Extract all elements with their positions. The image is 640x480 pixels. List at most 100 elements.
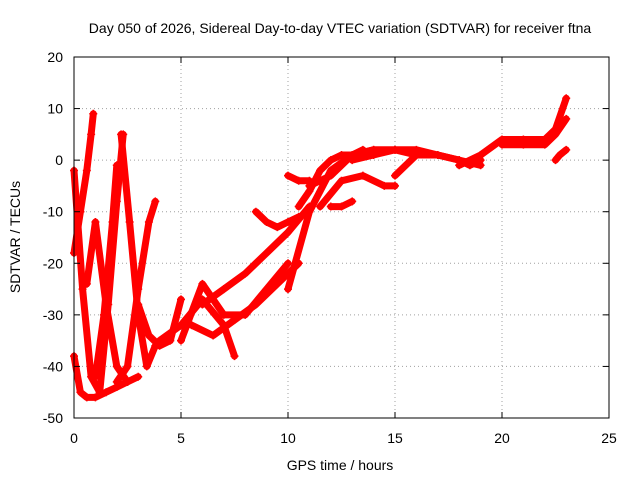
data-point-marker <box>198 300 207 309</box>
x-tick-label: 5 <box>177 430 185 446</box>
series-satellite-track-19 <box>326 197 357 211</box>
series-satellite-track-10 <box>177 259 292 345</box>
data-point-marker <box>519 140 528 149</box>
data-point-marker <box>251 207 260 216</box>
data-point-marker <box>99 310 108 319</box>
data-point-marker <box>358 171 367 180</box>
data-point-marker <box>337 176 346 185</box>
data-point-marker <box>82 279 91 288</box>
data-point-marker <box>123 362 132 371</box>
data-point-marker <box>391 145 399 154</box>
data-point-marker <box>151 197 160 206</box>
data-point-marker <box>134 285 143 294</box>
y-tick-label: -50 <box>43 410 63 426</box>
data-point-marker <box>391 171 399 180</box>
data-point-marker <box>144 218 153 227</box>
data-point-marker <box>562 94 571 103</box>
y-tick-label: -40 <box>43 358 63 374</box>
data-point-marker <box>230 352 239 361</box>
data-point-marker <box>380 181 389 190</box>
data-point-marker <box>144 331 153 340</box>
data-point-marker <box>87 130 96 139</box>
y-tick-label: -30 <box>43 307 63 323</box>
data-point-marker <box>91 372 100 381</box>
data-point-marker <box>455 161 464 170</box>
data-point-marker <box>294 202 303 211</box>
data-point-marker <box>273 279 282 288</box>
data-point-marker <box>241 269 250 278</box>
data-point-marker <box>326 156 335 165</box>
data-point-marker <box>177 295 185 304</box>
data-point-marker <box>551 156 560 165</box>
series-satellite-track-23 <box>498 114 571 149</box>
data-point-marker <box>108 218 117 227</box>
data-point-marker <box>273 223 282 232</box>
x-tick-label: 0 <box>70 430 78 446</box>
series-satellite-track-5 <box>91 161 121 381</box>
data-point-marker <box>540 140 549 149</box>
x-tick-label: 25 <box>601 430 617 446</box>
data-point-marker <box>155 336 164 345</box>
data-point-marker <box>498 140 506 149</box>
y-tick-label: -10 <box>43 204 63 220</box>
y-axis-label: SDTVAR / TECUs <box>7 181 23 293</box>
x-tick-label: 10 <box>280 430 296 446</box>
series-satellite-track-11 <box>187 259 303 340</box>
data-point-marker <box>326 171 335 180</box>
x-tick-label: 15 <box>387 430 403 446</box>
y-tick-label: 20 <box>47 49 63 65</box>
data-point-marker <box>294 176 303 185</box>
series-trace <box>391 151 485 180</box>
data-point-marker <box>78 285 87 294</box>
data-point-marker <box>305 181 314 190</box>
data-point-marker <box>284 259 292 268</box>
data-point-marker <box>209 331 218 340</box>
data-point-marker <box>76 388 85 397</box>
data-point-marker <box>284 285 292 294</box>
series-satellite-track-18 <box>316 171 399 211</box>
data-point-marker <box>562 145 571 154</box>
series-trace <box>188 259 303 339</box>
grid <box>74 57 609 418</box>
axis-ticks <box>73 56 610 419</box>
x-tick-label: 20 <box>494 430 510 446</box>
series-trace <box>83 218 142 386</box>
data-series <box>70 94 571 402</box>
data-point-marker <box>82 393 91 402</box>
data-point-marker <box>369 150 378 159</box>
plot-frame <box>73 56 610 419</box>
chart-title: Day 050 of 2026, Sidereal Day-to-day VTE… <box>89 20 592 36</box>
data-point-marker <box>112 362 121 371</box>
y-tick-label: 10 <box>47 101 63 117</box>
axis-tick-labels: 0 5 10 15 20 25 -50 -40 -30 -20 -10 0 10 20 <box>43 49 617 446</box>
y-tick-label: 0 <box>55 152 63 168</box>
data-point-marker <box>219 285 228 294</box>
data-point-marker <box>476 150 485 159</box>
series-satellite-track-13 <box>251 207 303 232</box>
data-point-marker <box>316 166 325 175</box>
data-point-marker <box>91 218 100 227</box>
data-point-marker <box>91 393 100 402</box>
data-point-marker <box>337 150 346 159</box>
data-point-marker <box>102 388 111 397</box>
data-point-marker <box>551 130 560 139</box>
data-point-marker <box>112 161 121 170</box>
data-point-marker <box>125 218 134 227</box>
data-point-marker <box>134 300 143 309</box>
data-point-marker <box>251 300 260 309</box>
series-trace <box>177 259 292 345</box>
data-point-marker <box>412 150 421 159</box>
data-point-marker <box>284 171 292 180</box>
data-point-marker <box>123 377 132 386</box>
series-satellite-track-6 <box>117 130 160 371</box>
series-trace <box>91 161 121 381</box>
data-point-marker <box>198 279 207 288</box>
data-point-marker <box>219 310 228 319</box>
data-point-marker <box>337 202 346 211</box>
data-point-marker <box>117 130 126 139</box>
data-point-marker <box>134 372 143 381</box>
data-point-marker <box>262 248 271 257</box>
data-point-marker <box>305 207 314 216</box>
data-point-marker <box>348 156 357 165</box>
